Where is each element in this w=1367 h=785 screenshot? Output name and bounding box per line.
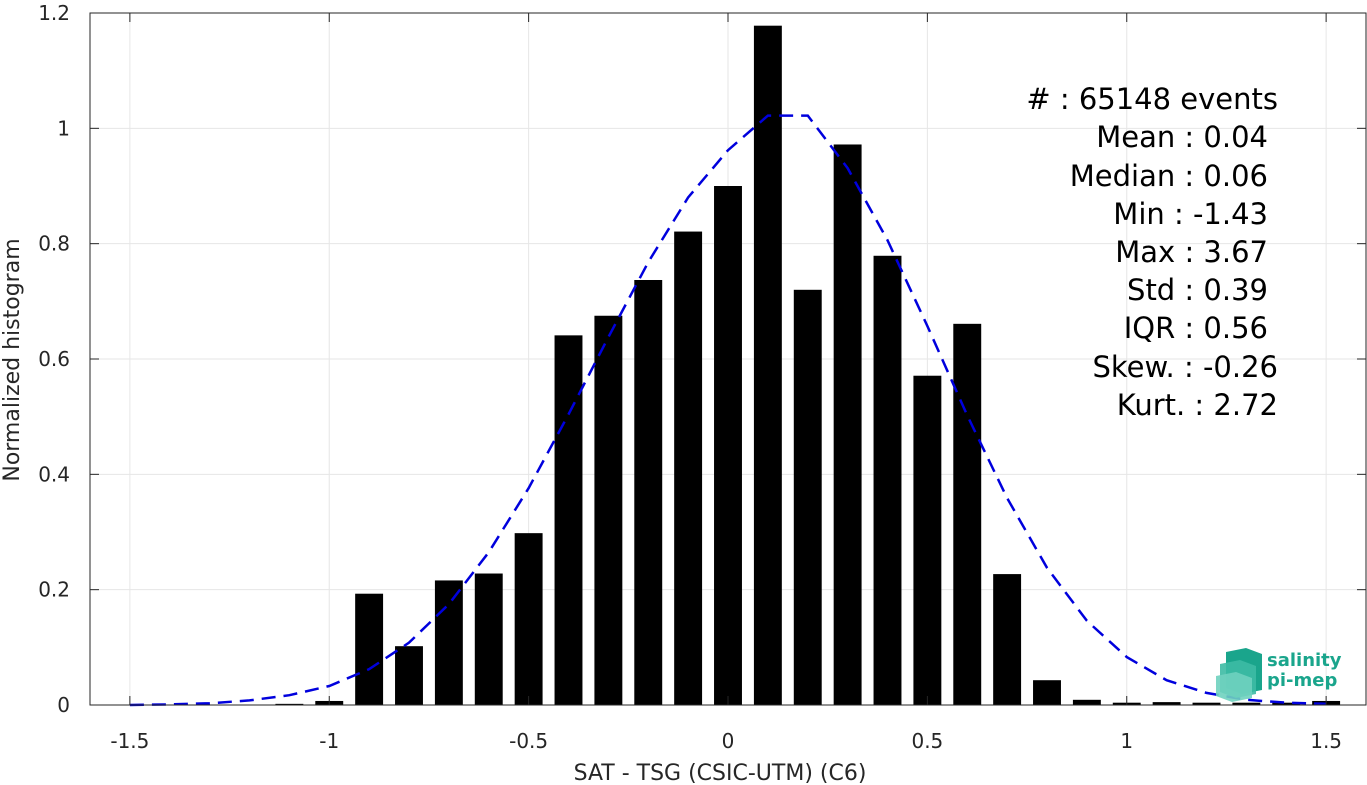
histogram-bar: [993, 574, 1022, 705]
x-tick-label: -1: [319, 729, 339, 753]
histogram-bar: [434, 580, 463, 705]
y-tick-label: 0.8: [38, 232, 70, 256]
histogram-bar: [514, 533, 543, 705]
stats-box: # : 65148 events Mean : 0.04 Median : 0.…: [1026, 82, 1278, 422]
histogram-bar: [753, 25, 782, 706]
histogram-bar: [395, 646, 423, 705]
y-tick-label: 0.4: [38, 462, 70, 486]
histogram-bar: [714, 186, 742, 705]
histogram-bar: [594, 315, 623, 705]
histogram-bars: [275, 25, 1341, 706]
histogram-bar: [275, 703, 304, 705]
histogram-bar: [1152, 702, 1181, 705]
histogram-bar: [1192, 702, 1221, 705]
histogram-bar: [1272, 702, 1301, 705]
y-tick-label: 0: [57, 693, 70, 717]
histogram-bar: [554, 335, 583, 705]
histogram-bar: [1072, 699, 1101, 705]
x-tick-label: 1.5: [1310, 729, 1342, 753]
stat-median: Median : 0.06: [1070, 159, 1268, 193]
y-tick-label: 0.2: [38, 578, 70, 602]
x-tick-label: 0.5: [911, 729, 943, 753]
y-axis-label: Normalized histogram: [0, 238, 25, 481]
y-tick-label: 0.6: [38, 347, 70, 371]
histogram-bar: [674, 231, 703, 705]
stat-max: Max : 3.67: [1115, 235, 1268, 269]
stat-std: Std : 0.39: [1127, 273, 1268, 307]
histogram-bar: [474, 573, 503, 705]
stat-skew: Skew. : -0.26: [1092, 350, 1278, 384]
histogram-bar: [793, 289, 822, 705]
histogram-bar: [355, 593, 384, 705]
histogram-bar: [913, 375, 942, 705]
stat-kurt: Kurt. : 2.72: [1117, 388, 1278, 422]
y-tick-label: 1.2: [38, 1, 70, 25]
axis-ticks: [90, 12, 1366, 706]
logo-icon: [1216, 648, 1262, 702]
x-tick-label: -0.5: [509, 729, 548, 753]
logo-line1: salinity: [1267, 650, 1342, 671]
salinity-pi-mep-logo: salinity pi-mep: [1216, 648, 1342, 702]
x-axis-label: SAT - TSG (CSIC-UTM) (C6): [574, 761, 867, 785]
histogram-bar: [953, 323, 982, 705]
x-tick-label: 0: [722, 729, 735, 753]
histogram-bar: [1033, 680, 1061, 705]
histogram-bar: [873, 255, 902, 705]
stat-min: Min : -1.43: [1113, 197, 1268, 231]
histogram-bar: [833, 144, 862, 706]
x-tick-labels: -1.5 -1 -0.5 0 0.5 1 1.5: [110, 729, 1342, 753]
gaussian-fit-line: [129, 114, 1327, 707]
stat-iqr: IQR : 0.56: [1124, 311, 1268, 345]
stat-mean: Mean : 0.04: [1096, 120, 1268, 154]
y-tick-label: 1: [57, 116, 70, 140]
histogram-bar: [634, 279, 663, 705]
stat-events: # : 65148 events: [1026, 82, 1278, 116]
y-tick-labels: 0 0.2 0.4 0.6 0.8 1 1.2: [38, 1, 70, 717]
histogram-bar: [1232, 702, 1261, 705]
x-tick-label: 1: [1120, 729, 1133, 753]
x-tick-label: -1.5: [110, 729, 149, 753]
logo-line2: pi-mep: [1267, 670, 1337, 691]
